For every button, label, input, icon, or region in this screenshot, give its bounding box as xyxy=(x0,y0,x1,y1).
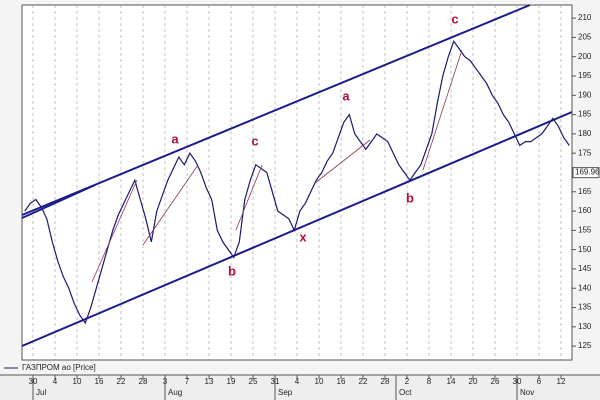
y-tick-label: 160 xyxy=(578,206,592,215)
wave-label: c xyxy=(251,133,258,148)
x-tick-label: 12 xyxy=(557,377,566,386)
price-line xyxy=(24,40,570,325)
y-tick-label: 140 xyxy=(578,283,592,292)
x-tick-label: 10 xyxy=(315,377,324,386)
x-tick-label: 6 xyxy=(537,377,542,386)
x-tick-label: 25 xyxy=(249,377,258,386)
wave-label: x xyxy=(299,229,307,244)
y-tick-label: 185 xyxy=(578,110,592,119)
x-tick-label: 4 xyxy=(53,377,58,386)
x-tick-label: 20 xyxy=(469,377,478,386)
y-tick-label: 165 xyxy=(578,187,592,196)
month-label: Oct xyxy=(399,388,412,397)
wave-label: c xyxy=(451,11,458,26)
x-tick-label: 16 xyxy=(337,377,346,386)
y-tick-label: 205 xyxy=(578,33,592,42)
y-tick-label: 200 xyxy=(578,52,592,61)
trend-line xyxy=(142,164,199,246)
y-tick-label: 180 xyxy=(578,129,592,138)
y-tick-label: 125 xyxy=(578,341,592,350)
wave-label: a xyxy=(342,88,350,103)
trend-line xyxy=(314,139,371,184)
y-tick-label: 155 xyxy=(578,225,592,234)
x-tick-label: 8 xyxy=(427,377,432,386)
x-tick-label: 13 xyxy=(205,377,214,386)
x-tick-label: 16 xyxy=(95,377,104,386)
y-tick-label: 190 xyxy=(578,90,592,99)
channel-stub xyxy=(21,184,96,219)
y-tick-label: 210 xyxy=(578,13,592,22)
x-tick-label: 7 xyxy=(185,377,190,386)
last-value-label: 169.96 xyxy=(575,168,600,177)
wave-label: a xyxy=(171,131,179,146)
upper-channel xyxy=(21,4,531,216)
trend-line xyxy=(235,164,263,231)
x-tick-label: 2 xyxy=(405,377,410,386)
x-tick-label: 28 xyxy=(381,377,390,386)
y-tick-label: 130 xyxy=(578,322,592,331)
y-tick-label: 145 xyxy=(578,264,592,273)
last-value-box xyxy=(572,167,600,179)
y-tick-label: 195 xyxy=(578,71,592,80)
legend-label: ГАЗПРОМ ао [Price] xyxy=(22,363,96,372)
trend-line xyxy=(91,179,138,283)
month-label: Aug xyxy=(168,388,182,397)
month-label: Nov xyxy=(520,388,534,397)
x-tick-label: 19 xyxy=(227,377,236,386)
x-tick-label: 28 xyxy=(139,377,148,386)
x-tick-label: 26 xyxy=(491,377,500,386)
y-tick-label: 175 xyxy=(578,148,592,157)
x-tick-label: 10 xyxy=(73,377,82,386)
x-tick-label: 4 xyxy=(295,377,300,386)
x-tick-label: 14 xyxy=(447,377,456,386)
wave-label: b xyxy=(406,190,414,205)
trend-line xyxy=(422,49,463,171)
x-axis-band xyxy=(0,375,600,400)
lower-channel xyxy=(21,111,573,347)
x-tick-label: 22 xyxy=(359,377,368,386)
wave-label: b xyxy=(228,263,236,278)
y-tick-label: 135 xyxy=(578,303,592,312)
month-label: Jul xyxy=(36,388,46,397)
month-label: Sep xyxy=(278,388,293,397)
x-tick-label: 22 xyxy=(117,377,126,386)
y-tick-label: 150 xyxy=(578,245,592,254)
